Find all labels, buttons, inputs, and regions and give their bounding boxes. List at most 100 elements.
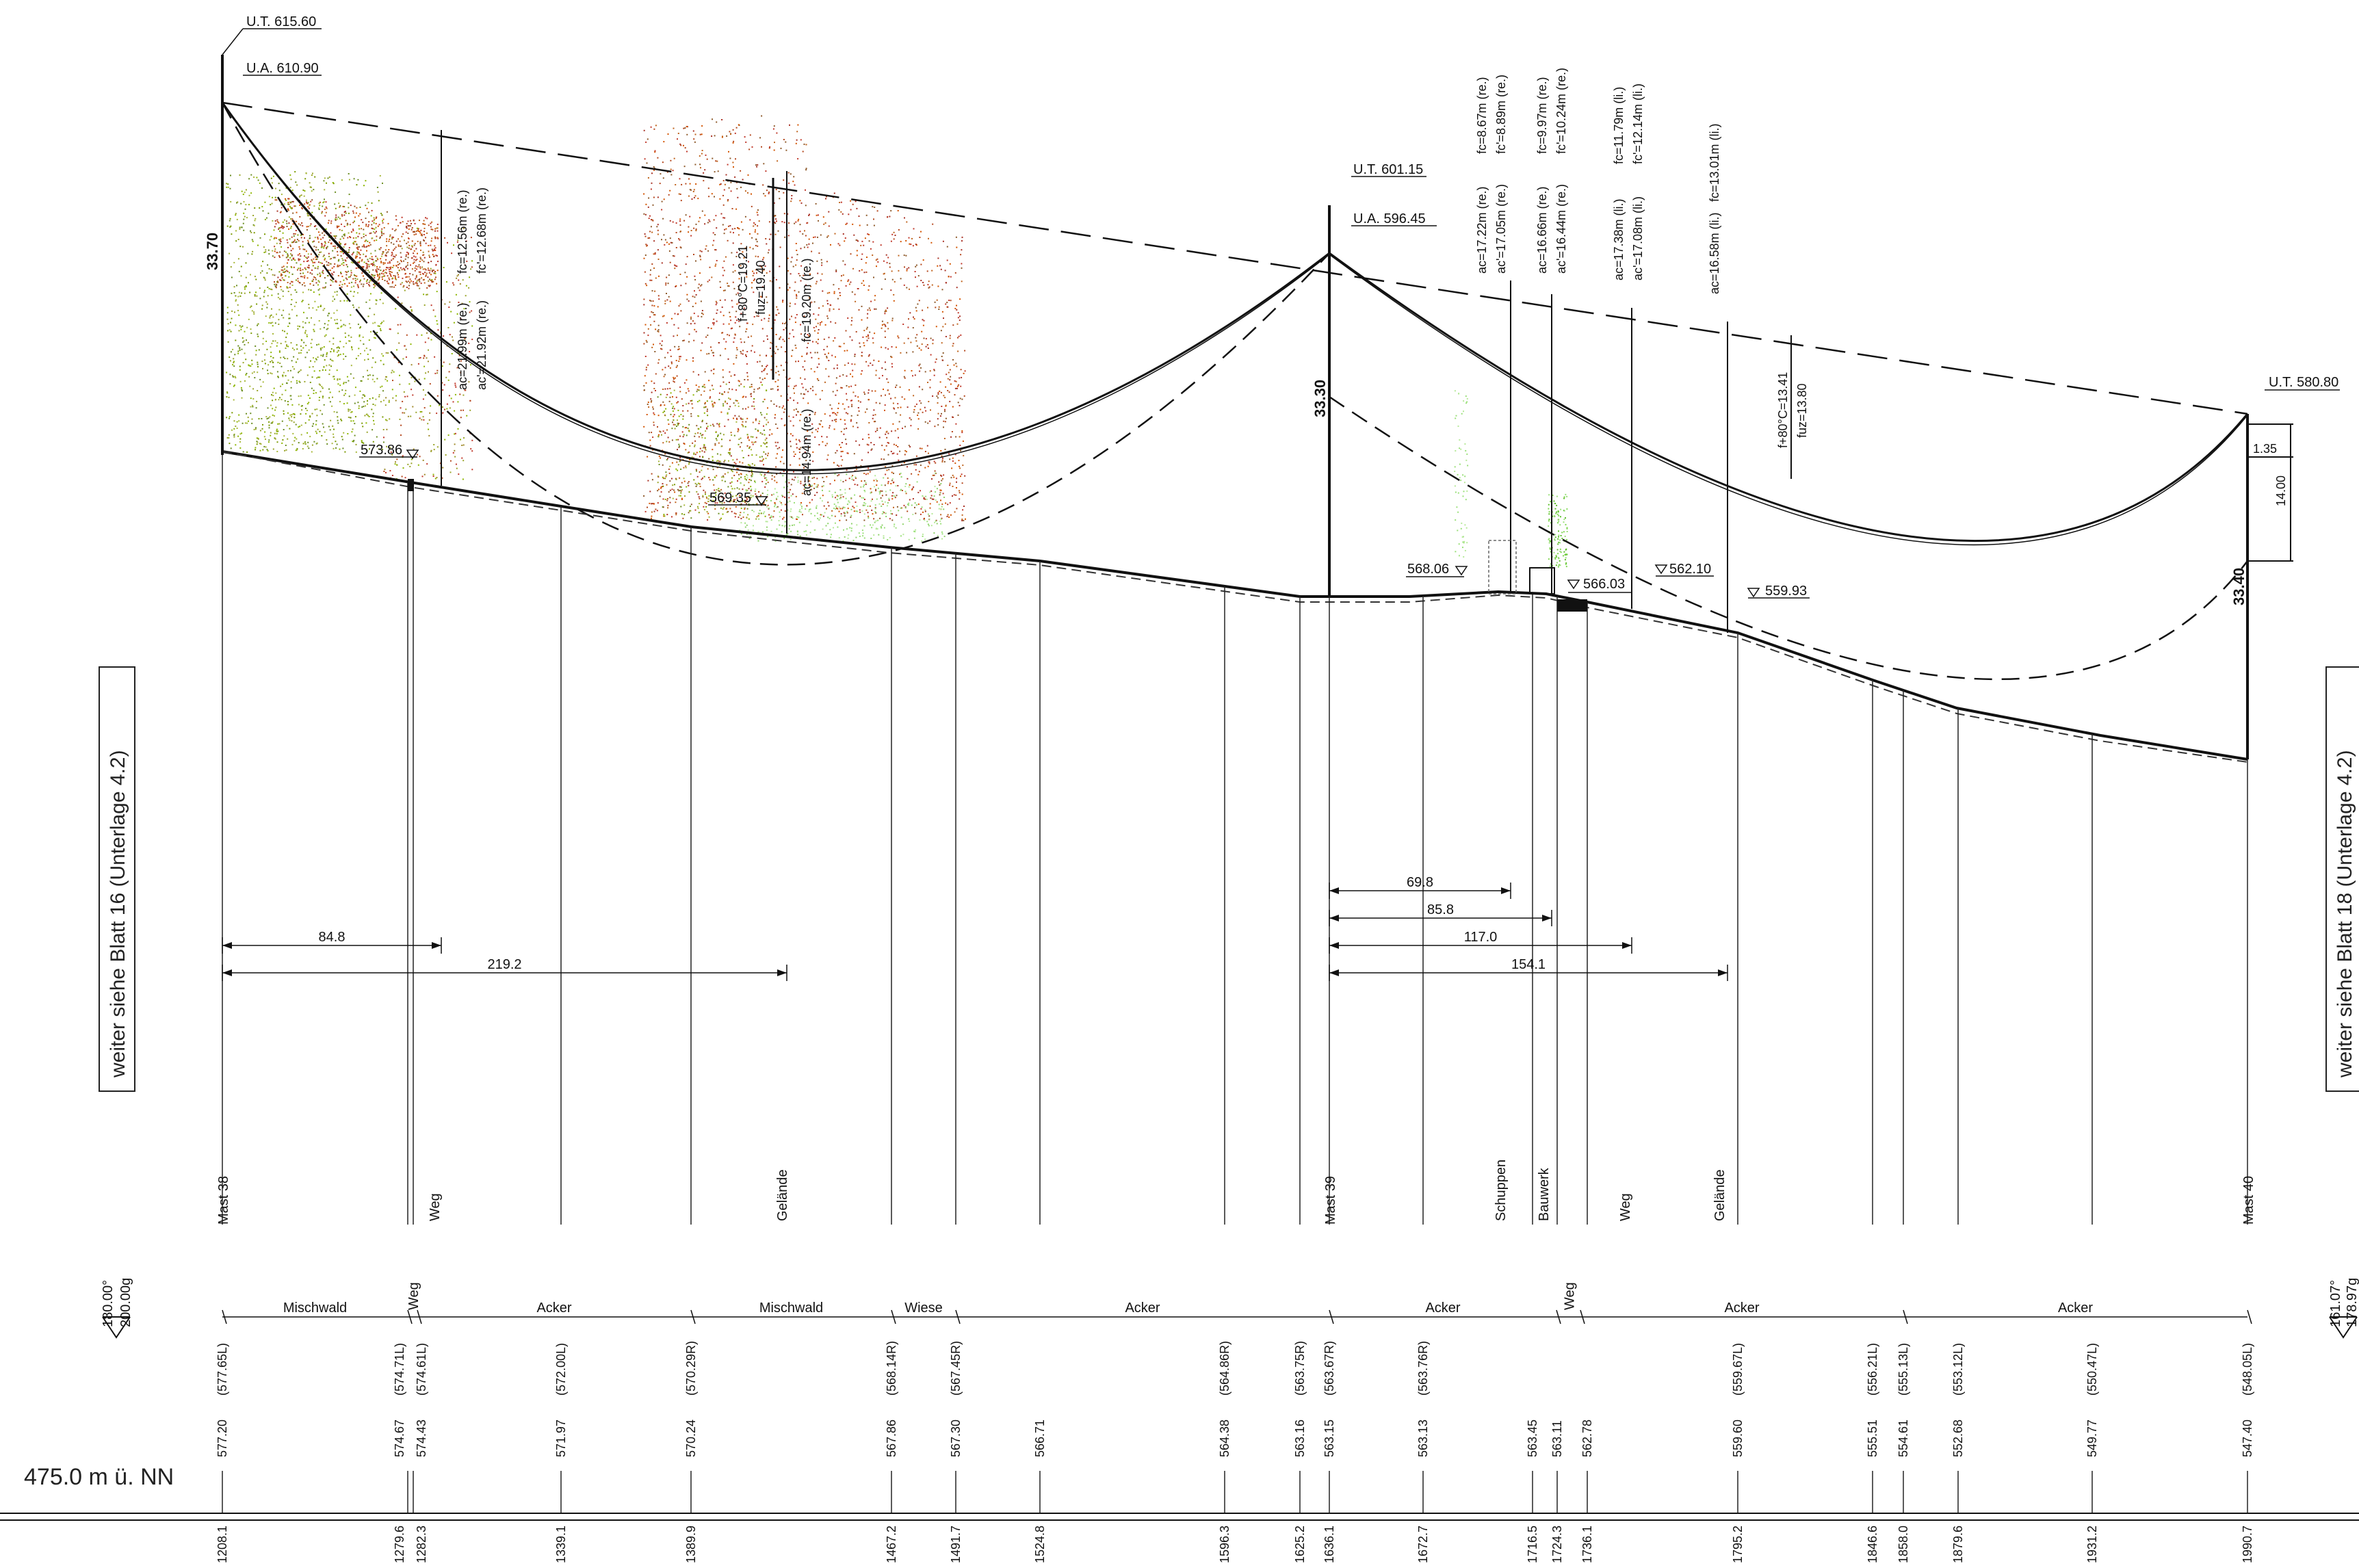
station-height-bracket: (556.21L) — [1866, 1343, 1879, 1396]
spot-elevation: 559.93 — [1765, 584, 1807, 599]
station-lines — [222, 452, 2248, 1225]
station-value: 1716.5 — [1526, 1526, 1539, 1563]
spot-elevation: 568.06 — [1407, 562, 1449, 577]
land-use-label: Acker — [2058, 1301, 2093, 1316]
station-height-bracket: (567.45R) — [949, 1341, 963, 1396]
station-height-bracket: (555.13L) — [1897, 1343, 1910, 1396]
crossing-label: Gelände — [1712, 1169, 1728, 1221]
station-value: 1339.1 — [554, 1526, 568, 1563]
station-height-bracket: (570.29R) — [684, 1341, 698, 1396]
side-reference-left: weiter siehe Blatt 16 (Unterlage 4.2) 18… — [99, 666, 135, 1339]
crossing-label: Gelände — [775, 1169, 790, 1221]
annotation: fc=12.56m (re.) — [456, 190, 469, 274]
spot-elevation: 573.86 — [361, 443, 402, 458]
station-height: 554.61 — [1897, 1420, 1910, 1457]
station-height: 567.30 — [949, 1420, 963, 1457]
distance-dimensions: 84.8 219.2 69.8 85.8 117.0 154.1 — [222, 875, 1728, 981]
annotation: f+80°C=13.41 — [1776, 372, 1790, 448]
angle-right-grad: 178.97g — [2345, 1278, 2359, 1327]
station-height: 555.51 — [1866, 1420, 1879, 1457]
station-height: 563.13 — [1416, 1420, 1430, 1457]
land-use-label: Acker — [1425, 1301, 1460, 1316]
crossing-labels: Mast 38 Mast 39 Mast 40 Weg Gelände Schu… — [216, 1160, 2256, 1225]
station-value: 1724.3 — [1550, 1526, 1564, 1563]
distance-label: 154.1 — [1511, 957, 1546, 972]
annotation: fc=9.97m (re.) — [1535, 77, 1549, 154]
clearance-annotations: ac=21.99m (re.) ac'=21.92m (re.) fc=12.5… — [456, 68, 2288, 506]
elevation-reference: 475.0 m ü. NN — [24, 1464, 174, 1490]
station-value: 1279.6 — [393, 1526, 406, 1563]
upper-conductor-span-1 — [221, 102, 1330, 471]
station-height: 566.71 — [1033, 1420, 1047, 1457]
station-height: 570.24 — [684, 1420, 698, 1457]
distance-label: 85.8 — [1427, 902, 1454, 917]
side-ref-right-text: weiter siehe Blatt 18 (Unterlage 4.2) — [2334, 750, 2356, 1078]
mast-38-ua: U.A. 610.90 — [246, 61, 319, 76]
station-value: 1467.2 — [885, 1526, 898, 1563]
station-height-bracket: (548.05L) — [2241, 1343, 2254, 1396]
station-height: 567.86 — [885, 1420, 898, 1457]
spot-elevations: 573.86 569.35 568.06 566.03 562.10 559.9… — [359, 443, 1810, 599]
crossing-label: Weg — [1618, 1193, 1633, 1221]
side-ref-left-text: weiter siehe Blatt 16 (Unterlage 4.2) — [107, 750, 129, 1078]
station-height: 574.67 — [393, 1420, 406, 1457]
land-use-band: Mischwald Weg Acker Mischwald Wiese Acker Acke… — [222, 1282, 2252, 1324]
land-use-label: Weg — [406, 1282, 421, 1310]
station-value: 1625.2 — [1293, 1526, 1307, 1563]
station-height: 574.43 — [415, 1420, 428, 1457]
mast-40-ut: U.T. 580.80 — [2269, 375, 2338, 390]
mast-38-ut: U.T. 615.60 — [246, 14, 316, 29]
mast-label: Mast 40 — [2241, 1176, 2256, 1225]
baseline — [0, 1513, 2359, 1521]
station-height-bracket: (572.00L) — [554, 1343, 568, 1396]
annotation: ac=16.66m (re.) — [1535, 186, 1549, 274]
annotation: ac'=16.44m (re.) — [1554, 184, 1568, 274]
annotation: ac=17.38m (li.) — [1612, 198, 1626, 280]
angle-left-grad: 200.00g — [118, 1278, 133, 1327]
mast-headers: U.T. 615.60 U.A. 610.90 33.70 U.T. 601.1… — [204, 14, 2340, 605]
annotation: fc'=12.14m (li.) — [1631, 83, 1645, 164]
annotation: fc=8.67m (re.) — [1475, 77, 1489, 154]
clearance-markers — [441, 130, 2293, 633]
annotation: fc=13.01m (li.) — [1708, 123, 1721, 202]
land-use-label: Acker — [1125, 1301, 1160, 1316]
distance-label: 84.8 — [319, 930, 346, 945]
land-use-label: Acker — [1724, 1301, 1759, 1316]
annotation: fuz=19.40 — [754, 260, 768, 315]
mast-39-ua: U.A. 596.45 — [1353, 211, 1426, 226]
station-height: 547.40 — [2241, 1420, 2254, 1457]
station-height: 564.38 — [1218, 1420, 1231, 1457]
station-height-bracket: (563.76R) — [1416, 1341, 1430, 1396]
ground-line — [222, 450, 2248, 761]
mast-39-ut: U.T. 601.15 — [1353, 162, 1423, 177]
ground-profile — [222, 450, 2248, 763]
land-use-label: Weg — [1563, 1282, 1578, 1310]
station-value: 1879.6 — [1951, 1526, 1965, 1563]
upper-conductor-span-2 — [1329, 252, 2249, 543]
annotation: ac=14.94m (re.) — [800, 408, 813, 496]
station-table: 1208.1 577.20 (577.65L) 1279.6 574.67 (574.71… — [216, 1341, 2254, 1563]
distance-label: 69.8 — [1407, 875, 1433, 890]
station-value: 1596.3 — [1218, 1526, 1231, 1563]
station-height: 563.16 — [1293, 1420, 1307, 1457]
station-value: 1208.1 — [216, 1526, 229, 1563]
annotation: ac=16.58m (li.) — [1708, 212, 1721, 294]
station-value: 1931.2 — [2085, 1526, 2099, 1563]
side-reference-right: weiter siehe Blatt 18 (Unterlage 4.2) 16… — [2325, 666, 2359, 1339]
station-height: 563.15 — [1322, 1420, 1336, 1457]
earth-wire — [222, 101, 2248, 415]
land-use-label: Acker — [536, 1301, 571, 1316]
station-value: 1990.7 — [2241, 1526, 2254, 1563]
station-height-bracket: (553.12L) — [1951, 1343, 1965, 1396]
station-height-bracket: (550.47L) — [2085, 1343, 2099, 1396]
conductor-lines — [221, 101, 2249, 681]
schuppen — [1488, 540, 1517, 594]
station-value: 1636.1 — [1322, 1526, 1336, 1563]
structures — [408, 479, 1587, 612]
station-height: 571.97 — [554, 1420, 568, 1457]
angle-right-deg: 161.07° — [2328, 1280, 2343, 1327]
spot-elevation: 566.03 — [1583, 577, 1625, 592]
station-height-bracket: (559.67L) — [1731, 1343, 1745, 1396]
station-height: 559.60 — [1731, 1420, 1745, 1457]
